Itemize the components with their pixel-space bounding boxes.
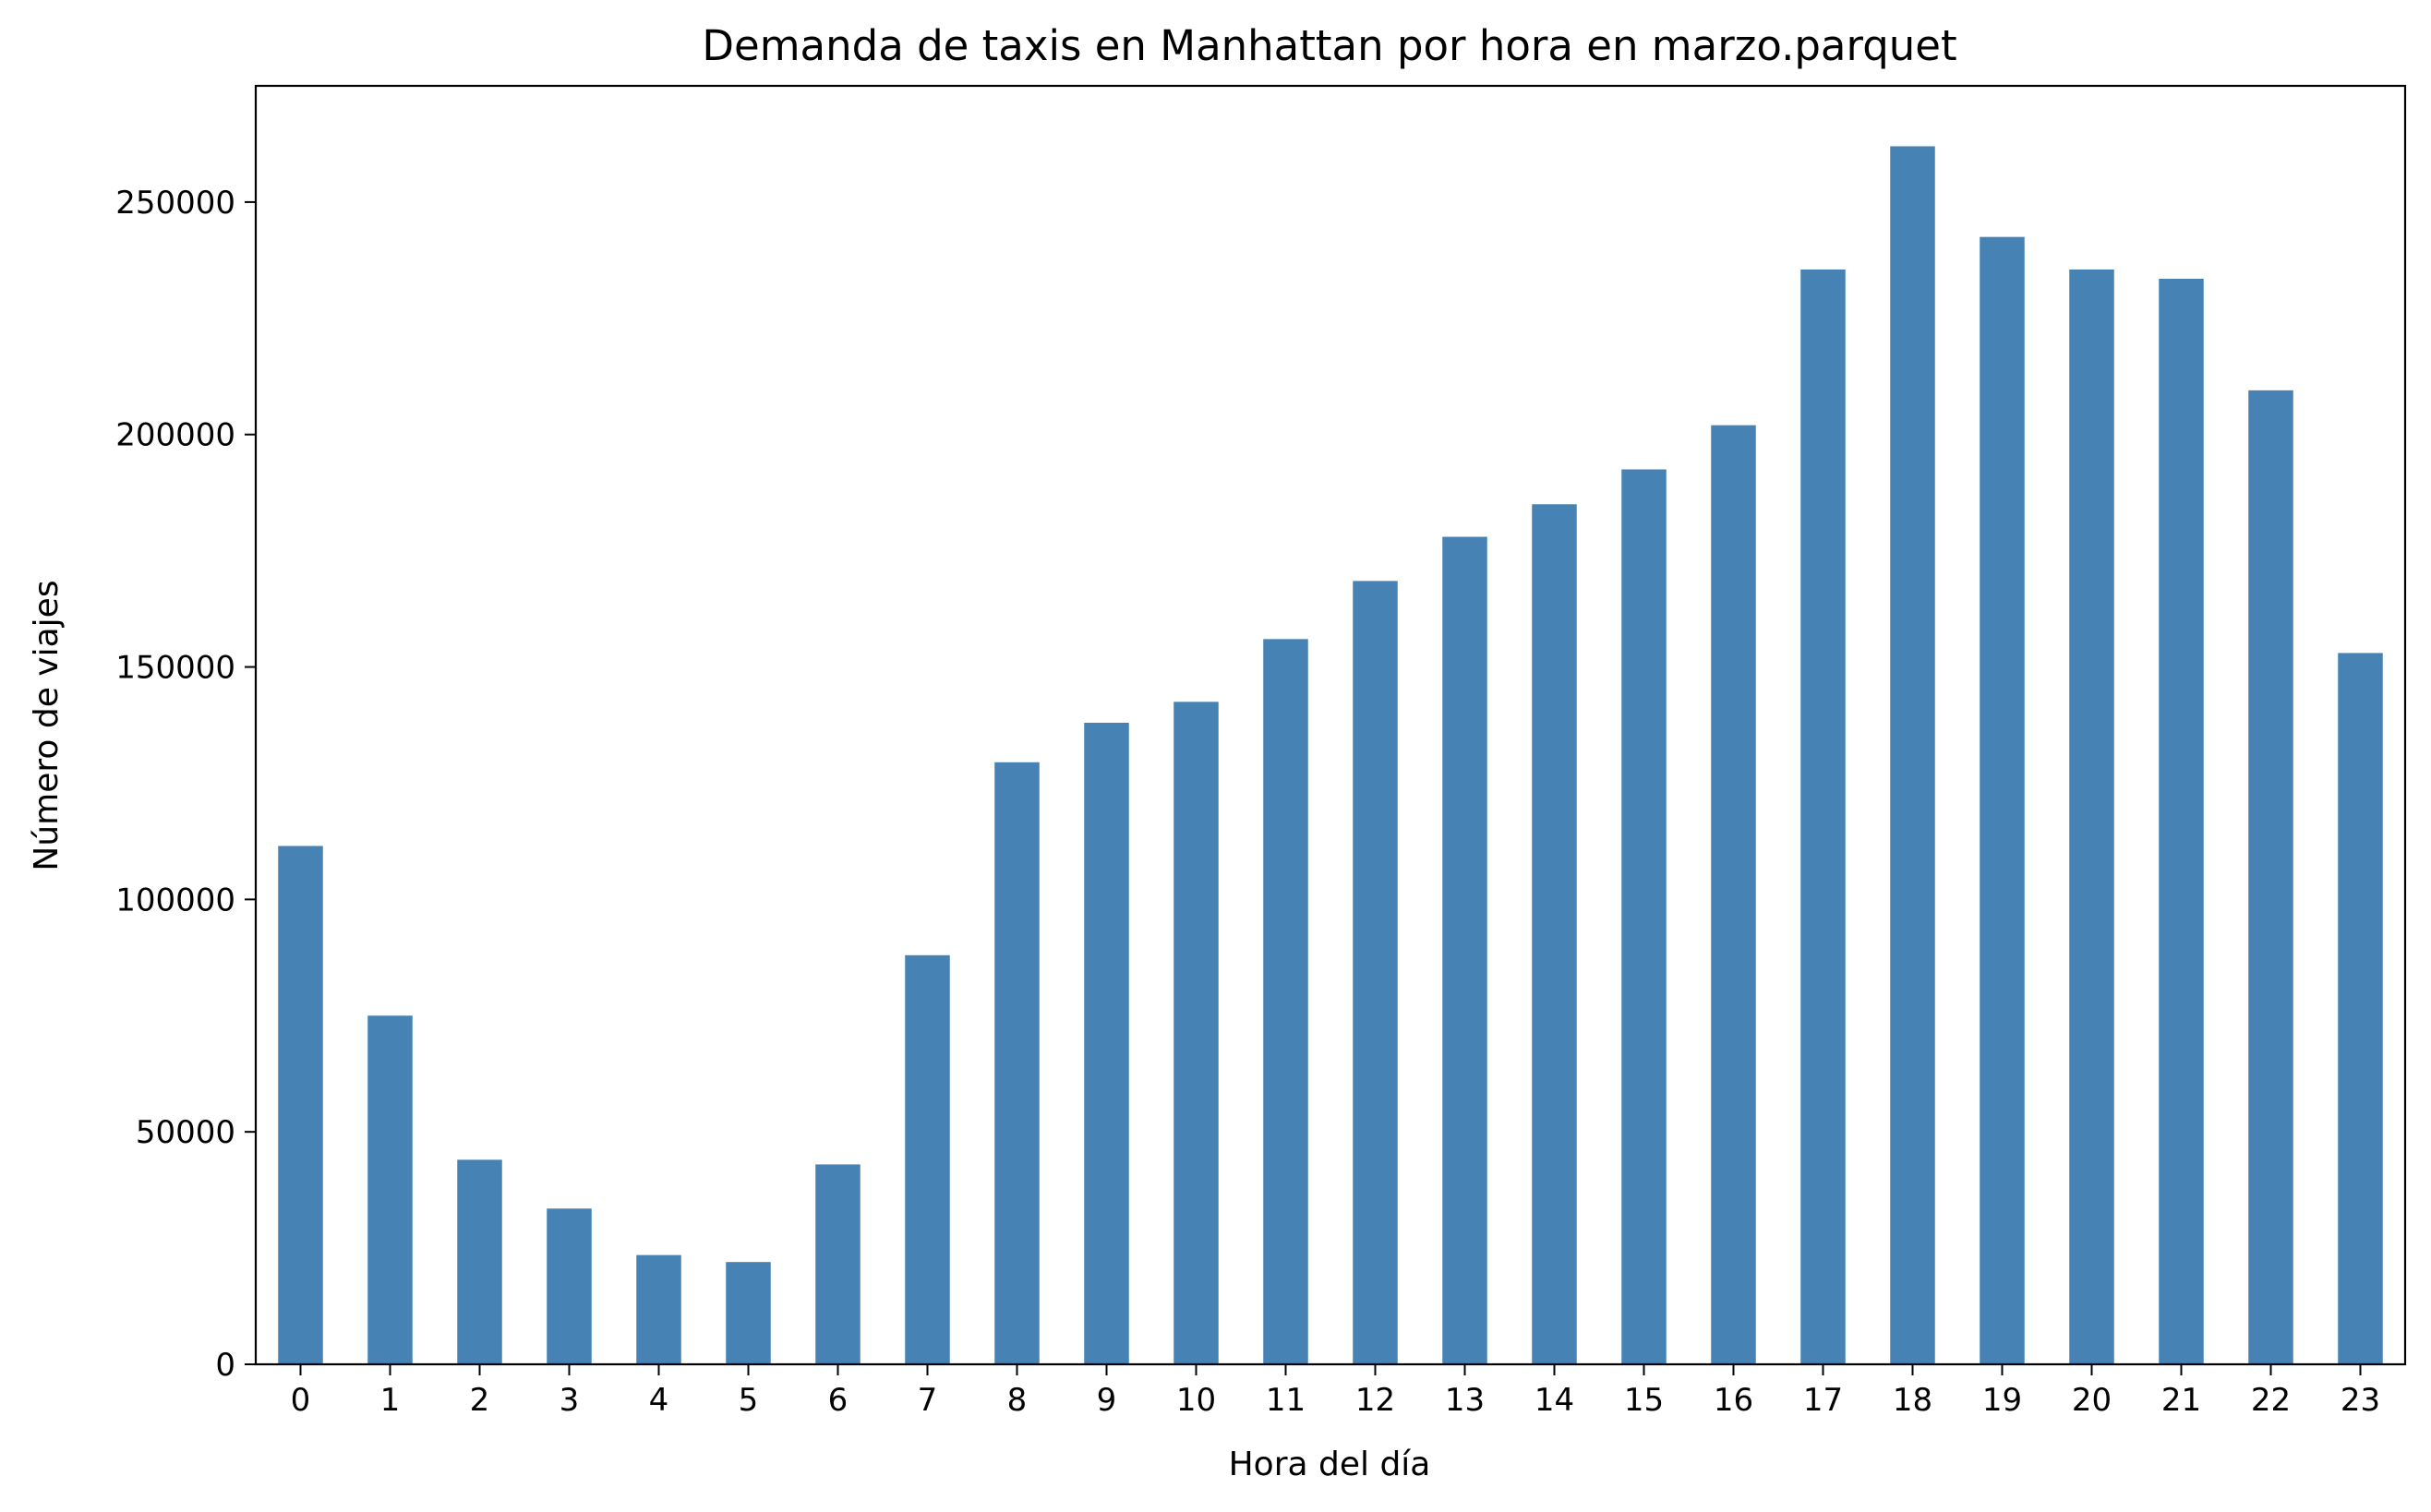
y-tick-label: 0 [215,1347,235,1384]
y-axis-label: Número de viajes [28,580,66,870]
bar-7 [905,954,950,1364]
x-tick-label: 14 [1534,1382,1574,1419]
x-tick-label: 5 [739,1382,759,1419]
x-tick-label: 17 [1803,1382,1843,1419]
y-tick-label: 150000 [115,650,235,687]
x-tick-label: 1 [380,1382,401,1419]
bar-19 [1980,236,2025,1364]
bar-11 [1263,639,1308,1364]
bars [278,146,2383,1365]
bar-20 [2069,269,2114,1364]
x-tick-label: 13 [1445,1382,1485,1419]
bar-13 [1442,536,1487,1364]
x-tick-label: 16 [1714,1382,1753,1419]
x-tick-label: 11 [1266,1382,1306,1419]
x-tick-label: 19 [1982,1382,2022,1419]
bar-15 [1621,469,1667,1364]
bar-0 [278,846,323,1364]
x-axis-ticks: 0 1 2 3 4 5 6 7 8 9 10 11 12 13 14 15 16 17 18 19 20 21 22 23 [291,1364,2380,1419]
bar-5 [726,1262,771,1364]
bar-4 [636,1254,681,1364]
bar-21 [2159,279,2204,1365]
y-tick-label: 50000 [136,1114,235,1151]
y-axis-ticks: 0 50000 100000 150000 200000 250000 [115,185,256,1384]
x-tick-label: 6 [828,1382,848,1419]
bar-6 [815,1164,860,1364]
bar-10 [1173,702,1219,1364]
x-axis-label: Hora del día [1229,1446,1431,1483]
x-tick-label: 10 [1176,1382,1216,1419]
bar-14 [1532,504,1577,1364]
bar-9 [1084,722,1129,1364]
x-tick-label: 7 [918,1382,938,1419]
x-tick-label: 18 [1893,1382,1932,1419]
bar-8 [994,762,1040,1364]
x-tick-label: 15 [1624,1382,1664,1419]
bar-3 [547,1208,592,1364]
chart-title: Demanda de taxis en Manhattan por hora e… [702,21,1956,70]
bar-18 [1890,146,1935,1364]
x-tick-label: 8 [1007,1382,1028,1419]
x-tick-label: 12 [1355,1382,1395,1419]
bar-22 [2248,390,2293,1364]
x-tick-label: 23 [2341,1382,2380,1419]
y-tick-label: 100000 [115,882,235,918]
y-tick-label: 200000 [115,417,235,454]
bar-23 [2338,653,2383,1364]
bar-1 [367,1015,413,1364]
x-tick-label: 9 [1097,1382,1117,1419]
x-tick-label: 4 [649,1382,669,1419]
x-tick-label: 22 [2251,1382,2291,1419]
x-tick-label: 2 [470,1382,490,1419]
bar-12 [1353,581,1398,1364]
bar-2 [457,1159,502,1364]
x-tick-label: 21 [2161,1382,2201,1419]
y-tick-label: 250000 [115,185,235,222]
x-tick-label: 3 [560,1382,580,1419]
x-tick-label: 0 [291,1382,311,1419]
plot-frame [254,84,2407,1366]
bar-17 [1800,269,1846,1364]
x-tick-label: 20 [2072,1382,2112,1419]
bar-16 [1711,425,1756,1364]
